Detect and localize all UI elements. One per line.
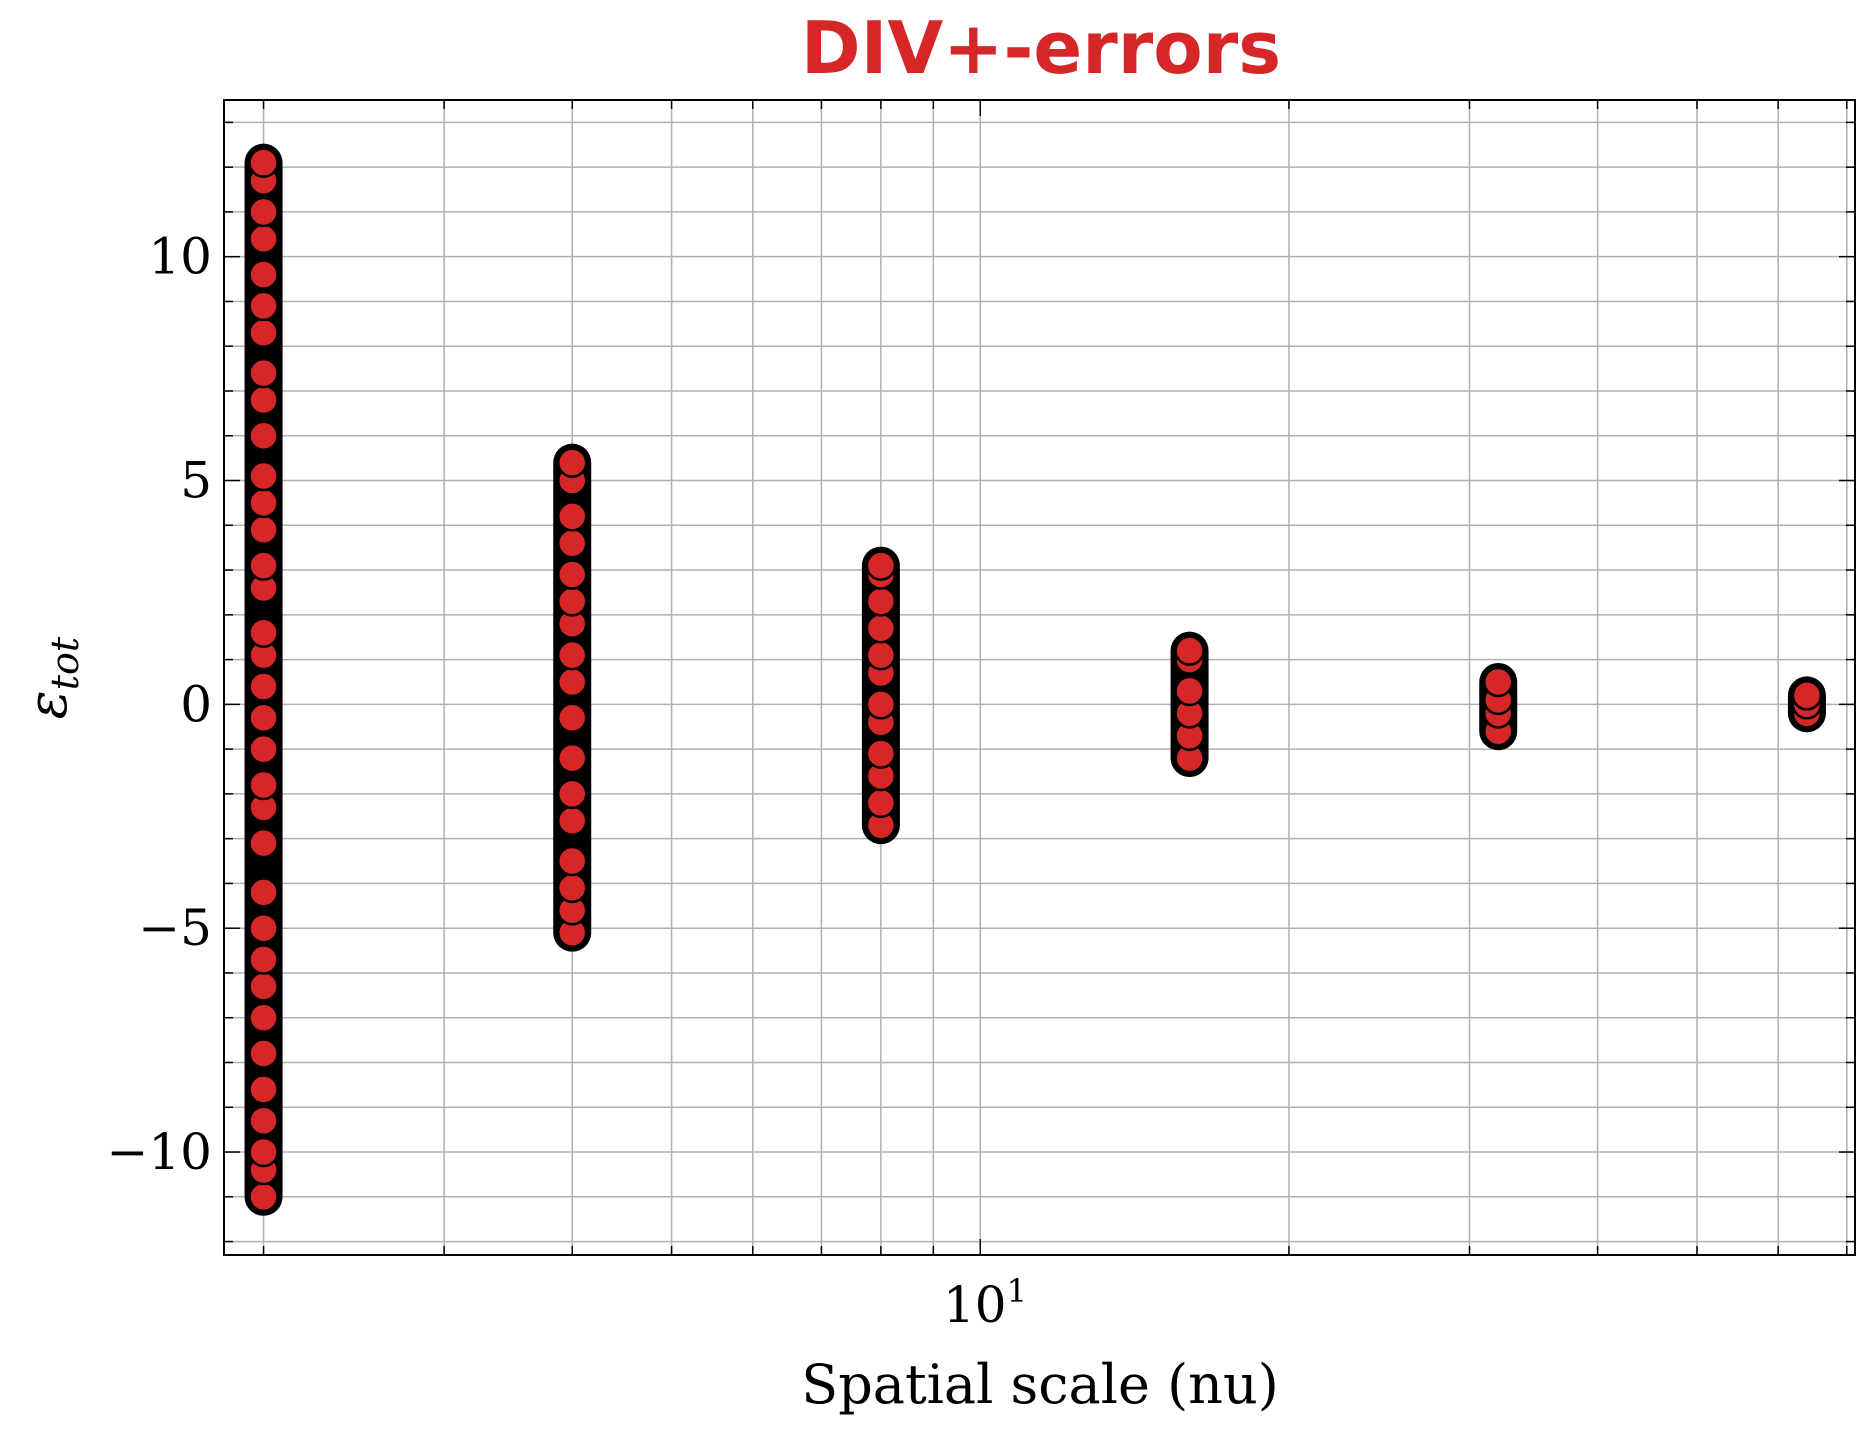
grid-lines bbox=[224, 100, 1855, 1255]
data-point bbox=[556, 742, 588, 774]
y-tick-labels: 10 5 0 −5 −10 bbox=[106, 228, 212, 1181]
data-point bbox=[248, 1105, 279, 1136]
data-point bbox=[248, 384, 279, 416]
data-point bbox=[556, 702, 588, 734]
data-point bbox=[248, 1181, 279, 1213]
y-tick-label: 0 bbox=[180, 675, 212, 733]
data-point bbox=[556, 639, 588, 671]
y-axis-label-symbol: ε bbox=[16, 690, 79, 719]
data-point bbox=[865, 689, 897, 720]
data-point bbox=[1482, 666, 1514, 698]
data-point bbox=[248, 550, 279, 581]
data-point bbox=[248, 223, 279, 255]
y-tick-label: −10 bbox=[106, 1123, 212, 1181]
x-tick-exponent: 1 bbox=[1007, 1272, 1027, 1310]
x-tick-base: 10 bbox=[943, 1276, 1007, 1334]
data-point bbox=[1174, 675, 1205, 707]
y-tick-label: 10 bbox=[148, 228, 212, 286]
data-point bbox=[1174, 635, 1205, 666]
data-point bbox=[248, 769, 279, 801]
data-point bbox=[248, 877, 279, 908]
data-point bbox=[248, 1074, 279, 1105]
data-point bbox=[248, 460, 279, 492]
data-point bbox=[248, 317, 279, 349]
data-points bbox=[244, 143, 1826, 1216]
data-point bbox=[556, 805, 588, 837]
data-point bbox=[248, 259, 279, 290]
data-point bbox=[865, 738, 897, 769]
data-point bbox=[556, 501, 588, 532]
data-point bbox=[248, 357, 279, 389]
data-point bbox=[556, 559, 588, 590]
y-tick-label: 5 bbox=[180, 452, 212, 510]
data-point bbox=[556, 447, 588, 478]
data-point bbox=[248, 1002, 279, 1033]
data-point bbox=[556, 778, 588, 810]
data-point bbox=[556, 845, 588, 877]
data-point bbox=[556, 586, 588, 617]
minor-ticks bbox=[224, 100, 1855, 1255]
data-point bbox=[248, 702, 279, 734]
data-point bbox=[248, 971, 279, 1002]
data-point bbox=[865, 613, 897, 644]
data-point bbox=[865, 787, 897, 819]
data-point bbox=[248, 147, 279, 178]
data-point bbox=[248, 196, 279, 228]
data-point bbox=[248, 290, 279, 322]
data-point bbox=[556, 872, 588, 904]
data-point bbox=[248, 487, 279, 519]
data-point bbox=[248, 617, 279, 648]
y-axis-label: εtot bbox=[16, 636, 87, 719]
x-axis-label: Spatial scale (nu) bbox=[801, 1353, 1279, 1416]
chart-title: DIV+-errors bbox=[801, 6, 1281, 90]
data-point bbox=[248, 514, 279, 546]
plot-frame bbox=[223, 99, 1856, 1256]
data-point bbox=[1791, 680, 1823, 711]
data-point bbox=[865, 639, 897, 671]
data-point bbox=[248, 912, 279, 944]
y-axis-label-subscript: tot bbox=[43, 636, 87, 690]
data-point bbox=[248, 1136, 279, 1168]
data-point bbox=[248, 944, 279, 975]
data-point bbox=[248, 827, 279, 859]
data-point bbox=[865, 586, 897, 617]
data-point bbox=[865, 550, 897, 581]
x-tick-label-10: 101 bbox=[943, 1272, 1027, 1334]
data-point bbox=[248, 733, 279, 765]
data-point bbox=[248, 1038, 279, 1069]
data-point bbox=[248, 420, 279, 452]
data-point bbox=[556, 666, 588, 698]
data-point bbox=[248, 671, 279, 702]
y-tick-label: −5 bbox=[138, 899, 212, 957]
data-point bbox=[556, 527, 588, 559]
